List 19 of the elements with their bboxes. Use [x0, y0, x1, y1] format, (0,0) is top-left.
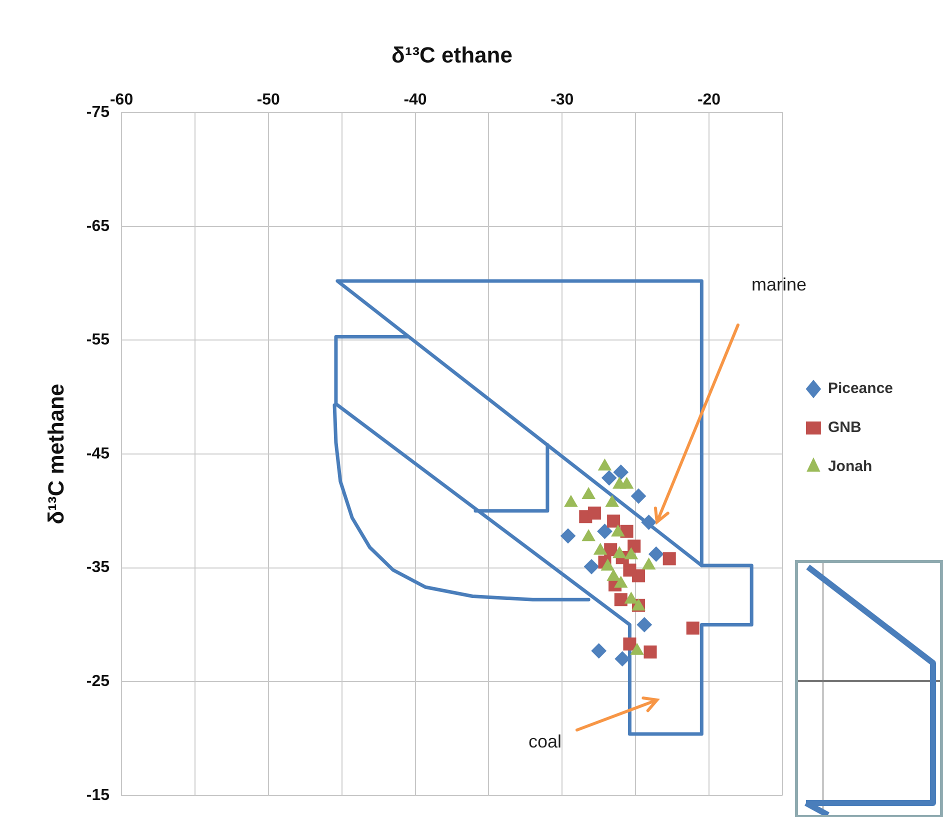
annotation: marine [751, 274, 807, 296]
x-axis-title: δ¹³C ethane [392, 42, 512, 68]
y-tick-label: -45 [86, 445, 110, 462]
x-tick-label: -50 [256, 91, 280, 108]
y-tick-label: -25 [86, 673, 110, 690]
legend-label: GNB [828, 419, 862, 436]
x-tick-label: -30 [550, 91, 574, 108]
y-axis-title: δ¹³C methane [43, 384, 68, 524]
x-tick-label: -40 [404, 91, 427, 108]
y-tick-label: -65 [86, 218, 110, 235]
y-tick-label: -15 [86, 786, 110, 804]
y-tick-label: -35 [86, 559, 110, 576]
annotation: coal [528, 732, 562, 752]
y-tick-label: -55 [86, 332, 110, 349]
y-tick-label: -75 [86, 104, 110, 122]
x-tick-label: -60 [110, 91, 134, 108]
legend-label: Jonah [828, 458, 872, 476]
x-tick-label: -20 [697, 91, 721, 108]
legend-label: Piceance [828, 380, 893, 398]
